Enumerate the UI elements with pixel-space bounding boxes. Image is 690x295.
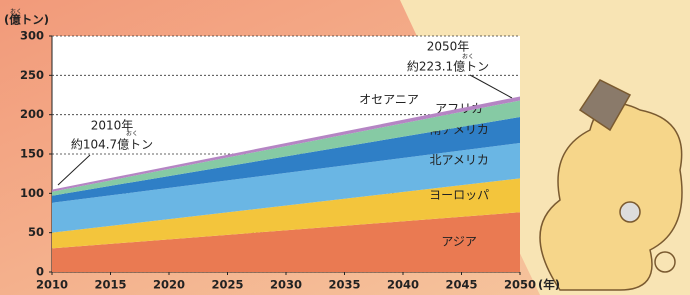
series-label: オセアニア bbox=[359, 93, 419, 107]
y-tick-label: 300 bbox=[20, 29, 44, 43]
x-tick-label: 2035 bbox=[328, 278, 360, 292]
ruby: おく bbox=[10, 9, 22, 16]
x-tick-label: 2050 bbox=[504, 278, 536, 292]
y-tick-label: 0 bbox=[36, 265, 44, 279]
y-tick-label: 150 bbox=[20, 147, 44, 161]
series-label: アジア bbox=[441, 235, 477, 249]
x-tick-label: 2015 bbox=[94, 278, 126, 292]
x-tick-label: 2010 bbox=[36, 278, 68, 292]
y-tick-label: 100 bbox=[20, 186, 44, 200]
x-tick-label: 2030 bbox=[270, 278, 302, 292]
annotation: 約104.7億トン bbox=[71, 137, 153, 152]
x-tick-label: 2025 bbox=[211, 278, 243, 292]
x-tick-label: 2045 bbox=[445, 278, 477, 292]
y-tick-label: 250 bbox=[20, 68, 44, 82]
y-tick-label: 50 bbox=[28, 225, 44, 239]
series-label: 北アメリカ bbox=[429, 153, 488, 167]
annotation: 約223.1億トン bbox=[407, 59, 489, 74]
y-tick-label: 200 bbox=[20, 107, 44, 121]
x-tick-label: 2040 bbox=[387, 278, 419, 292]
chart: (億トン) (年) おく 2010年 約104.7億トン おく 2050年 約2… bbox=[0, 0, 690, 295]
x-tick-label: 2020 bbox=[153, 278, 185, 292]
series-label: ヨーロッパ bbox=[429, 188, 489, 202]
annotation: 2050年 bbox=[427, 40, 470, 54]
ruby: おく bbox=[126, 131, 138, 138]
ruby: おく bbox=[462, 54, 474, 61]
x-axis-label: (年) bbox=[538, 278, 560, 292]
